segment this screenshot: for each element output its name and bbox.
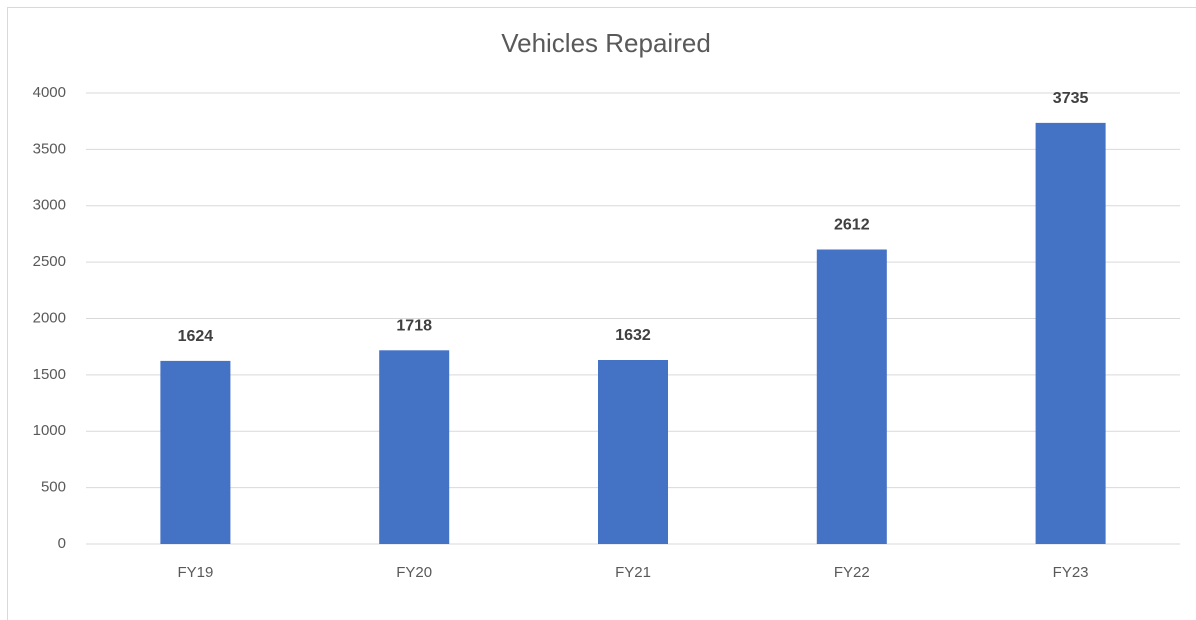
y-tick-label: 0 — [58, 535, 66, 552]
bar — [160, 360, 231, 544]
y-tick-label: 2500 — [33, 253, 66, 270]
y-tick-label: 2000 — [33, 309, 66, 326]
x-tick-label: FY20 — [396, 564, 432, 581]
bar — [816, 249, 887, 544]
x-tick-label: FY21 — [615, 564, 651, 581]
value-label: 1632 — [615, 327, 651, 344]
value-label: 1718 — [396, 318, 432, 335]
x-tick-label: FY23 — [1053, 564, 1089, 581]
y-tick-label: 1000 — [33, 422, 66, 439]
bar — [379, 350, 450, 544]
bar — [1035, 122, 1106, 544]
y-tick-label: 1500 — [33, 366, 66, 383]
y-tick-label: 4000 — [33, 84, 66, 101]
y-tick-label: 500 — [41, 479, 66, 496]
chart-title: Vehicles Repaired — [501, 28, 711, 58]
value-label: 1624 — [178, 328, 214, 345]
chart-frame — [7, 7, 1196, 620]
value-label: 3735 — [1053, 90, 1089, 107]
bar — [597, 359, 669, 544]
x-tick-label: FY22 — [834, 564, 870, 581]
y-tick-label: 3000 — [33, 197, 66, 214]
value-label: 2612 — [834, 217, 870, 234]
x-tick-label: FY19 — [177, 564, 213, 581]
y-tick-label: 3500 — [33, 140, 66, 157]
